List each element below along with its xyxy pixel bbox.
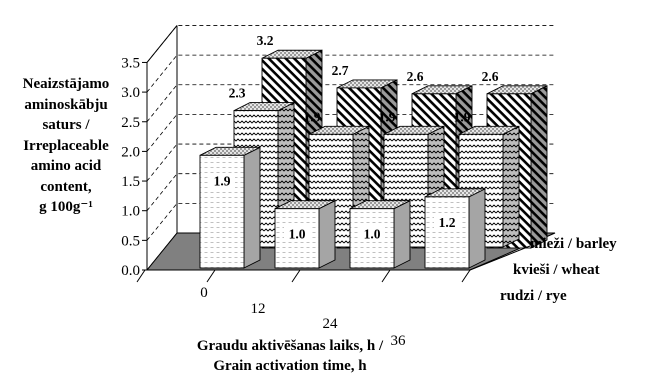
data-label: 1.2 [439, 215, 456, 230]
bar-rye-12: 1.0 [274, 199, 336, 269]
bar-rye-36: 1.2 [424, 188, 486, 269]
category-axis: 0 12 24 36 [136, 245, 531, 349]
data-label: 2.3 [229, 86, 246, 101]
y-tick-label: 1.5 [121, 174, 140, 190]
x-axis-title: Graudu aktivēšanas laiks, h / Grain acti… [60, 336, 520, 376]
y-axis-title: Neaizstājamo aminoskābju saturs / Irrepl… [0, 74, 132, 218]
y-axis-title-line: Irreplaceable [23, 137, 109, 154]
gridline [146, 25, 555, 63]
x-tick-mark [461, 269, 471, 283]
y-axis-title-line: amino acid [30, 158, 102, 174]
y-tick-label: 3.0 [121, 85, 140, 101]
x-tick-label: 12 [251, 301, 266, 317]
depth-axis-line [469, 245, 531, 271]
y-axis-title-line: content, [40, 178, 92, 195]
x-tick-mark [206, 269, 216, 283]
series-label-barley: mieži / barley [530, 236, 617, 252]
data-label: 1.9 [379, 109, 396, 124]
data-label: 1.0 [364, 227, 381, 242]
y-axis-title-line: g 100g⁻¹ [39, 199, 93, 215]
gridline [146, 84, 555, 123]
y-axis-title-line: saturs / [42, 117, 90, 133]
y-axis-title-line: aminoskābju [24, 96, 108, 113]
gridline [146, 54, 555, 93]
x-tick-mark [291, 269, 301, 283]
y-tick-label: 2.0 [121, 144, 140, 160]
data-label: 1.9 [214, 173, 231, 188]
y-tick-label: 3.5 [121, 55, 140, 71]
data-label: 2.6 [407, 69, 424, 84]
data-label: 1.9 [454, 109, 471, 124]
y-tick-label: 2.5 [121, 115, 140, 131]
bars: 2.6 2.6 2.7 3.2 1.9 1.9 1.9 2.3 1.2 1.0 1.0 1.9 [199, 33, 548, 269]
x-tick-mark [136, 269, 146, 283]
x-tick-label: 36 [391, 333, 407, 349]
x-tick-mark [381, 269, 391, 283]
y-tick-label: 0.5 [121, 233, 140, 249]
gridline [146, 143, 555, 182]
gridline [146, 114, 555, 152]
data-label: 2.6 [482, 69, 499, 84]
value-axis: 0.0 0.5 1.0 1.5 2.0 2.5 3.0 3.5 [121, 55, 147, 279]
data-label: 1.0 [289, 227, 306, 242]
y-tick-label: 0.0 [121, 263, 140, 279]
bar-rye-0: 1.9 [199, 146, 261, 269]
gridline [146, 173, 555, 211]
gridline [146, 202, 555, 241]
bar-rye-24: 1.0 [349, 199, 411, 269]
series-label-wheat: kvieši / wheat [513, 262, 600, 278]
y-tick-label: 1.0 [121, 204, 140, 220]
x-tick-label: 0 [200, 285, 208, 301]
data-label: 1.9 [304, 109, 321, 124]
series-label-rye: rudzi / rye [500, 288, 567, 304]
y-axis-title-line: Neaizstājamo [22, 76, 110, 92]
x-tick-label: 24 [323, 316, 339, 332]
data-label: 2.7 [332, 63, 349, 78]
x-axis-title-line: Graudu aktivēšanas laiks, h / [196, 338, 384, 354]
data-label: 3.2 [257, 33, 274, 48]
side-wall-edge [146, 25, 178, 270]
x-axis-title-line: Grain activation time, h [213, 358, 367, 374]
